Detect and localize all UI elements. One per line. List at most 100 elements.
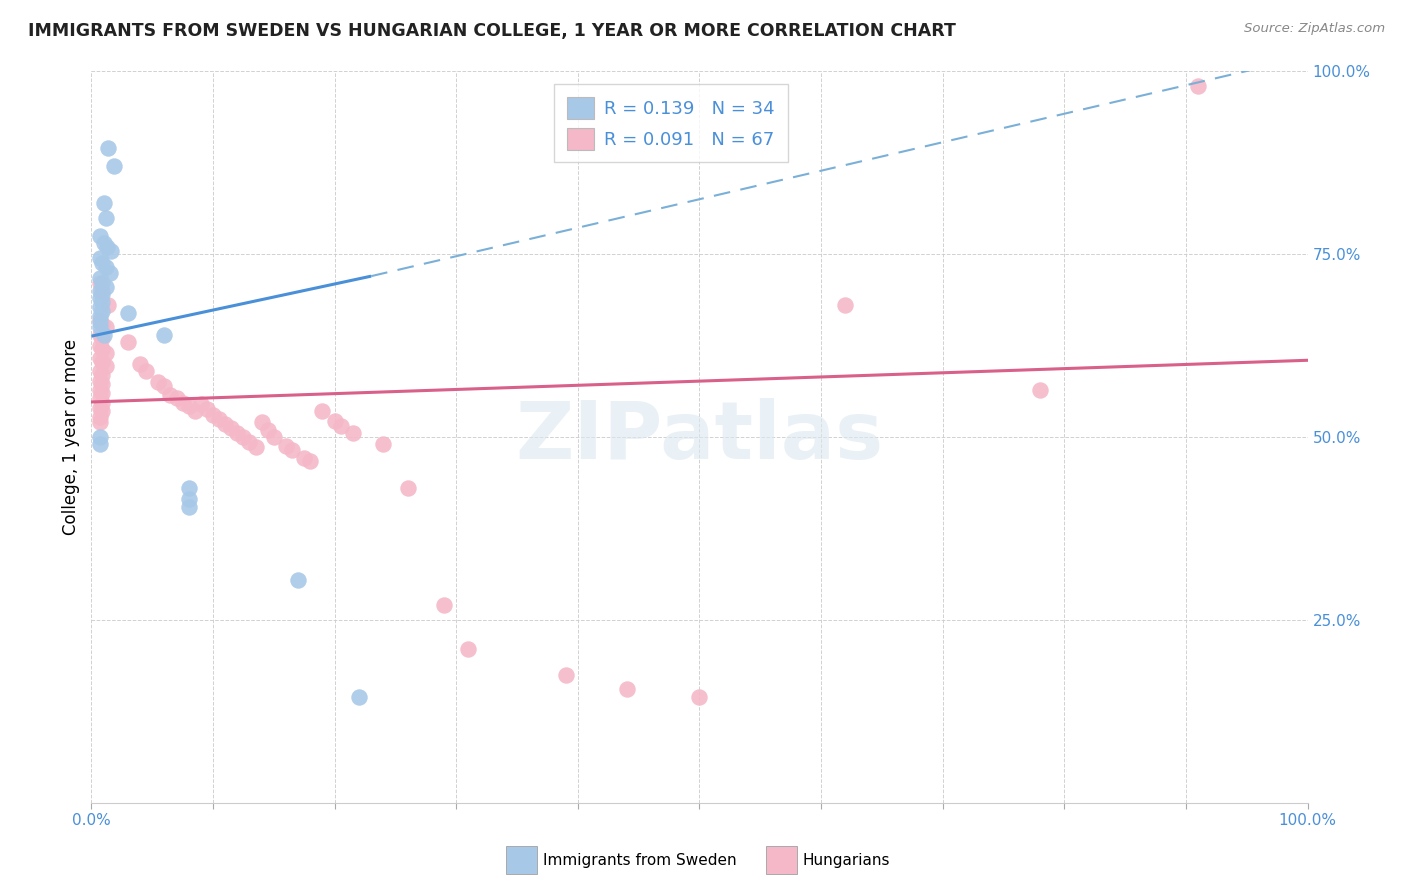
Point	[153, 327, 176, 342]
Text: Immigrants from Sweden: Immigrants from Sweden	[543, 854, 737, 868]
Point	[1187, 78, 1209, 93]
Point	[91, 304, 114, 318]
Point	[89, 270, 111, 285]
Point	[89, 313, 111, 327]
Point	[91, 287, 114, 301]
Point	[281, 442, 304, 457]
Point	[91, 284, 114, 298]
Point	[94, 211, 117, 225]
Point	[292, 450, 315, 465]
Point	[232, 430, 254, 444]
Point	[89, 409, 111, 424]
Point	[89, 320, 111, 334]
Point	[89, 251, 111, 265]
Point	[166, 392, 188, 406]
Point	[554, 667, 576, 681]
Point	[100, 244, 122, 258]
Text: Source: ZipAtlas.com: Source: ZipAtlas.com	[1244, 22, 1385, 36]
Point	[89, 437, 111, 451]
Point	[172, 395, 194, 409]
Point	[299, 454, 322, 468]
Point	[91, 294, 114, 309]
Point	[89, 430, 111, 444]
Point	[153, 379, 176, 393]
Point	[89, 392, 111, 406]
Point	[89, 351, 111, 365]
Point	[94, 280, 117, 294]
Point	[250, 416, 273, 430]
Point	[396, 481, 419, 495]
Point	[323, 414, 346, 428]
Point	[89, 401, 111, 415]
Point	[89, 327, 111, 342]
Text: IMMIGRANTS FROM SWEDEN VS HUNGARIAN COLLEGE, 1 YEAR OR MORE CORRELATION CHART: IMMIGRANTS FROM SWEDEN VS HUNGARIAN COLL…	[28, 22, 956, 40]
Point	[103, 160, 125, 174]
Point	[91, 355, 114, 369]
Point	[245, 440, 267, 454]
Point	[616, 682, 638, 697]
Point	[91, 331, 114, 345]
Point	[94, 346, 117, 360]
Point	[93, 196, 115, 211]
Point	[329, 419, 352, 434]
Point	[159, 387, 181, 401]
Point	[91, 343, 114, 357]
Point	[91, 368, 114, 382]
Point	[89, 284, 111, 298]
Point	[94, 320, 117, 334]
Point	[89, 364, 111, 378]
Point	[219, 421, 242, 435]
Point	[89, 228, 111, 243]
Point	[91, 277, 114, 291]
Point	[93, 236, 115, 251]
Point	[342, 426, 364, 441]
Point	[135, 364, 157, 378]
Point	[91, 377, 114, 392]
Legend: R = 0.139   N = 34, R = 0.091   N = 67: R = 0.139 N = 34, R = 0.091 N = 67	[554, 84, 787, 162]
Point	[129, 357, 152, 371]
Point	[93, 327, 115, 342]
Point	[177, 492, 200, 507]
Point	[89, 374, 111, 388]
Point	[834, 298, 856, 312]
Point	[177, 500, 200, 514]
Point	[263, 430, 285, 444]
Point	[89, 291, 111, 305]
Text: Hungarians: Hungarians	[803, 854, 890, 868]
Point	[287, 573, 309, 587]
Point	[274, 439, 297, 453]
Point	[91, 404, 114, 418]
Point	[94, 260, 117, 275]
Point	[195, 402, 218, 417]
Point	[91, 256, 114, 270]
Point	[91, 317, 114, 331]
Point	[184, 403, 207, 417]
Point	[190, 397, 212, 411]
Point	[117, 334, 139, 349]
Text: ZIPatlas: ZIPatlas	[516, 398, 883, 476]
Point	[94, 359, 117, 373]
Point	[457, 642, 479, 657]
Point	[208, 412, 231, 426]
Point	[148, 376, 170, 390]
Point	[97, 298, 120, 312]
Point	[1029, 383, 1052, 397]
Point	[177, 481, 200, 495]
Point	[226, 426, 249, 441]
Point	[97, 141, 120, 155]
Point	[238, 435, 260, 450]
Point	[202, 408, 225, 422]
Point	[89, 383, 111, 397]
Point	[89, 314, 111, 328]
Point	[91, 386, 114, 401]
Point	[89, 300, 111, 314]
Point	[96, 240, 118, 254]
Point	[433, 599, 456, 613]
Point	[214, 417, 236, 431]
Point	[311, 404, 333, 418]
Point	[89, 310, 111, 324]
Point	[373, 437, 395, 451]
Y-axis label: College, 1 year or more: College, 1 year or more	[62, 339, 80, 535]
Point	[89, 277, 111, 291]
Point	[89, 416, 111, 430]
